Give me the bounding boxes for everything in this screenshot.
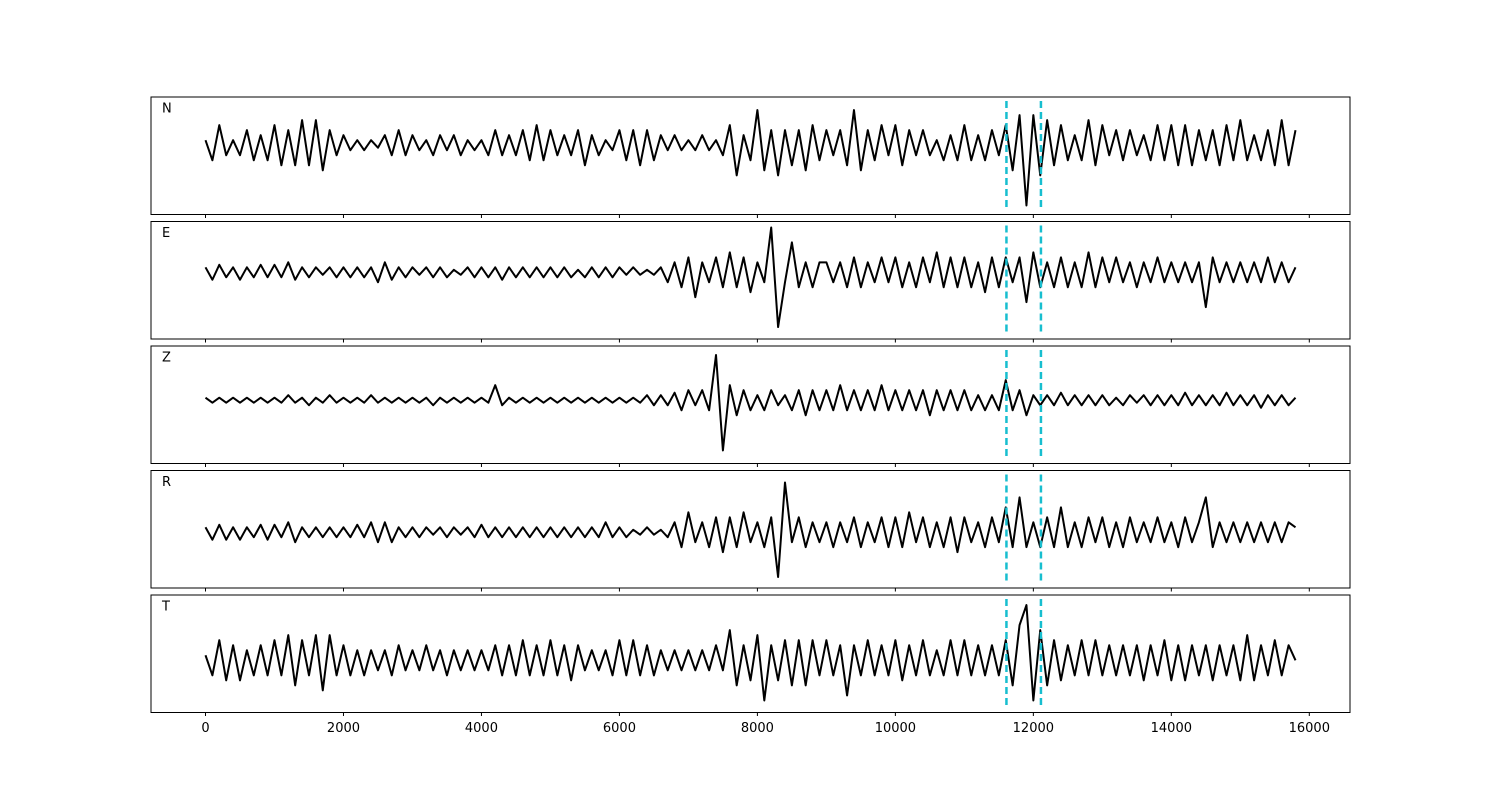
x-tick-label: 14000: [1151, 721, 1192, 736]
panel-frame: [150, 470, 1351, 589]
x-tick-label: 4000: [465, 721, 498, 736]
x-tick-label: 16000: [1289, 721, 1330, 736]
panel-label: R: [162, 475, 171, 490]
trace: [204, 226, 1297, 329]
x-tick-label: 10000: [875, 721, 916, 736]
panel-frame: [150, 221, 1351, 340]
panel-label: N: [162, 102, 172, 117]
panel-frame: [150, 96, 1351, 215]
trace: [204, 354, 1297, 452]
panel-frame: [150, 345, 1351, 464]
panel-label: Z: [162, 351, 171, 366]
x-tick-label: 2000: [327, 721, 360, 736]
x-tick-label: 6000: [603, 721, 636, 736]
trace: [204, 481, 1297, 579]
panel-label: T: [161, 600, 170, 615]
panel-label: E: [162, 226, 170, 241]
panel-frame: [150, 594, 1351, 713]
trace: [204, 109, 1297, 207]
x-tick-label: 0: [201, 721, 209, 736]
x-tick-label: 8000: [741, 721, 774, 736]
trace: [204, 604, 1297, 702]
x-tick-label: 12000: [1013, 721, 1054, 736]
